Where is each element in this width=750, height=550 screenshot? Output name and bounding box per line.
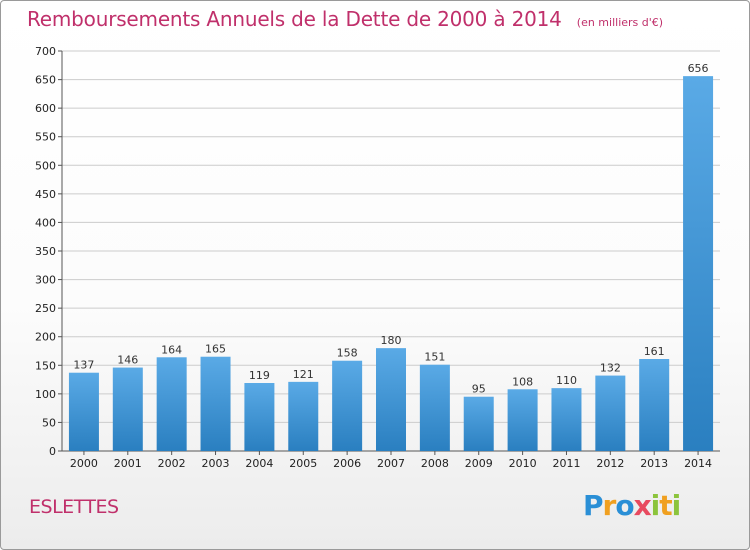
x-tick-label: 2012: [596, 457, 624, 470]
y-tick-label: 200: [35, 331, 56, 344]
y-tick-label: 400: [35, 216, 56, 229]
bar: [332, 360, 363, 451]
bar: [463, 396, 494, 451]
logo-letter: r: [602, 489, 617, 522]
y-tick-label: 300: [35, 274, 56, 287]
logo-letter: o: [615, 489, 634, 522]
title-row: Remboursements Annuels de la Dette de 20…: [27, 7, 663, 31]
data-label: 151: [424, 351, 445, 364]
bar: [419, 364, 450, 451]
y-tick-label: 50: [42, 416, 56, 429]
data-label: 161: [644, 345, 665, 358]
bar: [244, 383, 275, 451]
logo-letter: t: [659, 489, 672, 522]
x-tick-label: 2002: [158, 457, 186, 470]
data-label: 164: [161, 343, 182, 356]
x-tick-label: 2004: [245, 457, 273, 470]
y-tick-label: 600: [35, 102, 56, 115]
x-tick-label: 2014: [684, 457, 712, 470]
bar: [639, 359, 670, 451]
x-tick-label: 2009: [465, 457, 493, 470]
data-label: 180: [381, 334, 402, 347]
bar: [376, 348, 406, 451]
bar: [507, 389, 538, 451]
logo-letter: i: [650, 489, 661, 522]
data-label: 121: [293, 368, 314, 381]
y-tick-label: 500: [35, 159, 56, 172]
bar: [112, 367, 143, 451]
data-label: 158: [337, 347, 358, 360]
logo-letter: x: [633, 489, 652, 522]
x-tick-label: 2006: [333, 457, 361, 470]
bar: [68, 372, 99, 451]
y-tick-label: 550: [35, 131, 56, 144]
bar: [683, 76, 714, 452]
y-tick-label: 450: [35, 188, 56, 201]
y-tick-label: 150: [35, 359, 56, 372]
data-label: 95: [472, 383, 486, 396]
x-tick-label: 2005: [289, 457, 317, 470]
labels: 137 2000 146 2001 164 2002 165 2003 119 2004 121 20…: [70, 62, 712, 470]
x-tick-label: 2007: [377, 457, 405, 470]
bar: [551, 388, 582, 451]
x-tick-label: 2013: [640, 457, 668, 470]
x-tick-label: 2003: [202, 457, 230, 470]
x-tick-label: 2001: [114, 457, 142, 470]
data-label: 119: [249, 369, 270, 382]
data-label: 146: [117, 354, 138, 367]
x-tick-label: 2010: [509, 457, 537, 470]
bar: [156, 357, 187, 451]
data-label: 656: [688, 62, 709, 75]
data-label: 165: [205, 343, 226, 356]
x-tick-label: 2011: [552, 457, 580, 470]
data-label: 110: [556, 374, 577, 387]
y-tick-label: 350: [35, 245, 56, 258]
y-tick-label: 0: [49, 445, 56, 458]
data-label: 137: [73, 359, 94, 372]
bar: [200, 356, 231, 451]
bar: [288, 381, 319, 451]
data-label: 132: [600, 362, 621, 375]
y-tick-label: 250: [35, 302, 56, 315]
logo-letter: P: [583, 489, 604, 522]
proxiti-logo: Proxiti: [583, 489, 682, 522]
bars: [68, 76, 714, 452]
bar: [595, 375, 626, 451]
logo-letter: i: [671, 489, 682, 522]
commune-name: ESLETTES: [29, 496, 119, 518]
x-tick-label: 2000: [70, 457, 98, 470]
data-label: 108: [512, 375, 533, 388]
y-tick-label: 100: [35, 388, 56, 401]
y-tick-label: 700: [35, 45, 56, 58]
chart-title: Remboursements Annuels de la Dette de 20…: [27, 7, 562, 31]
chart-unit-note: (en milliers d'€): [576, 16, 664, 29]
y-tick-label: 650: [35, 74, 56, 87]
x-tick-label: 2008: [421, 457, 449, 470]
